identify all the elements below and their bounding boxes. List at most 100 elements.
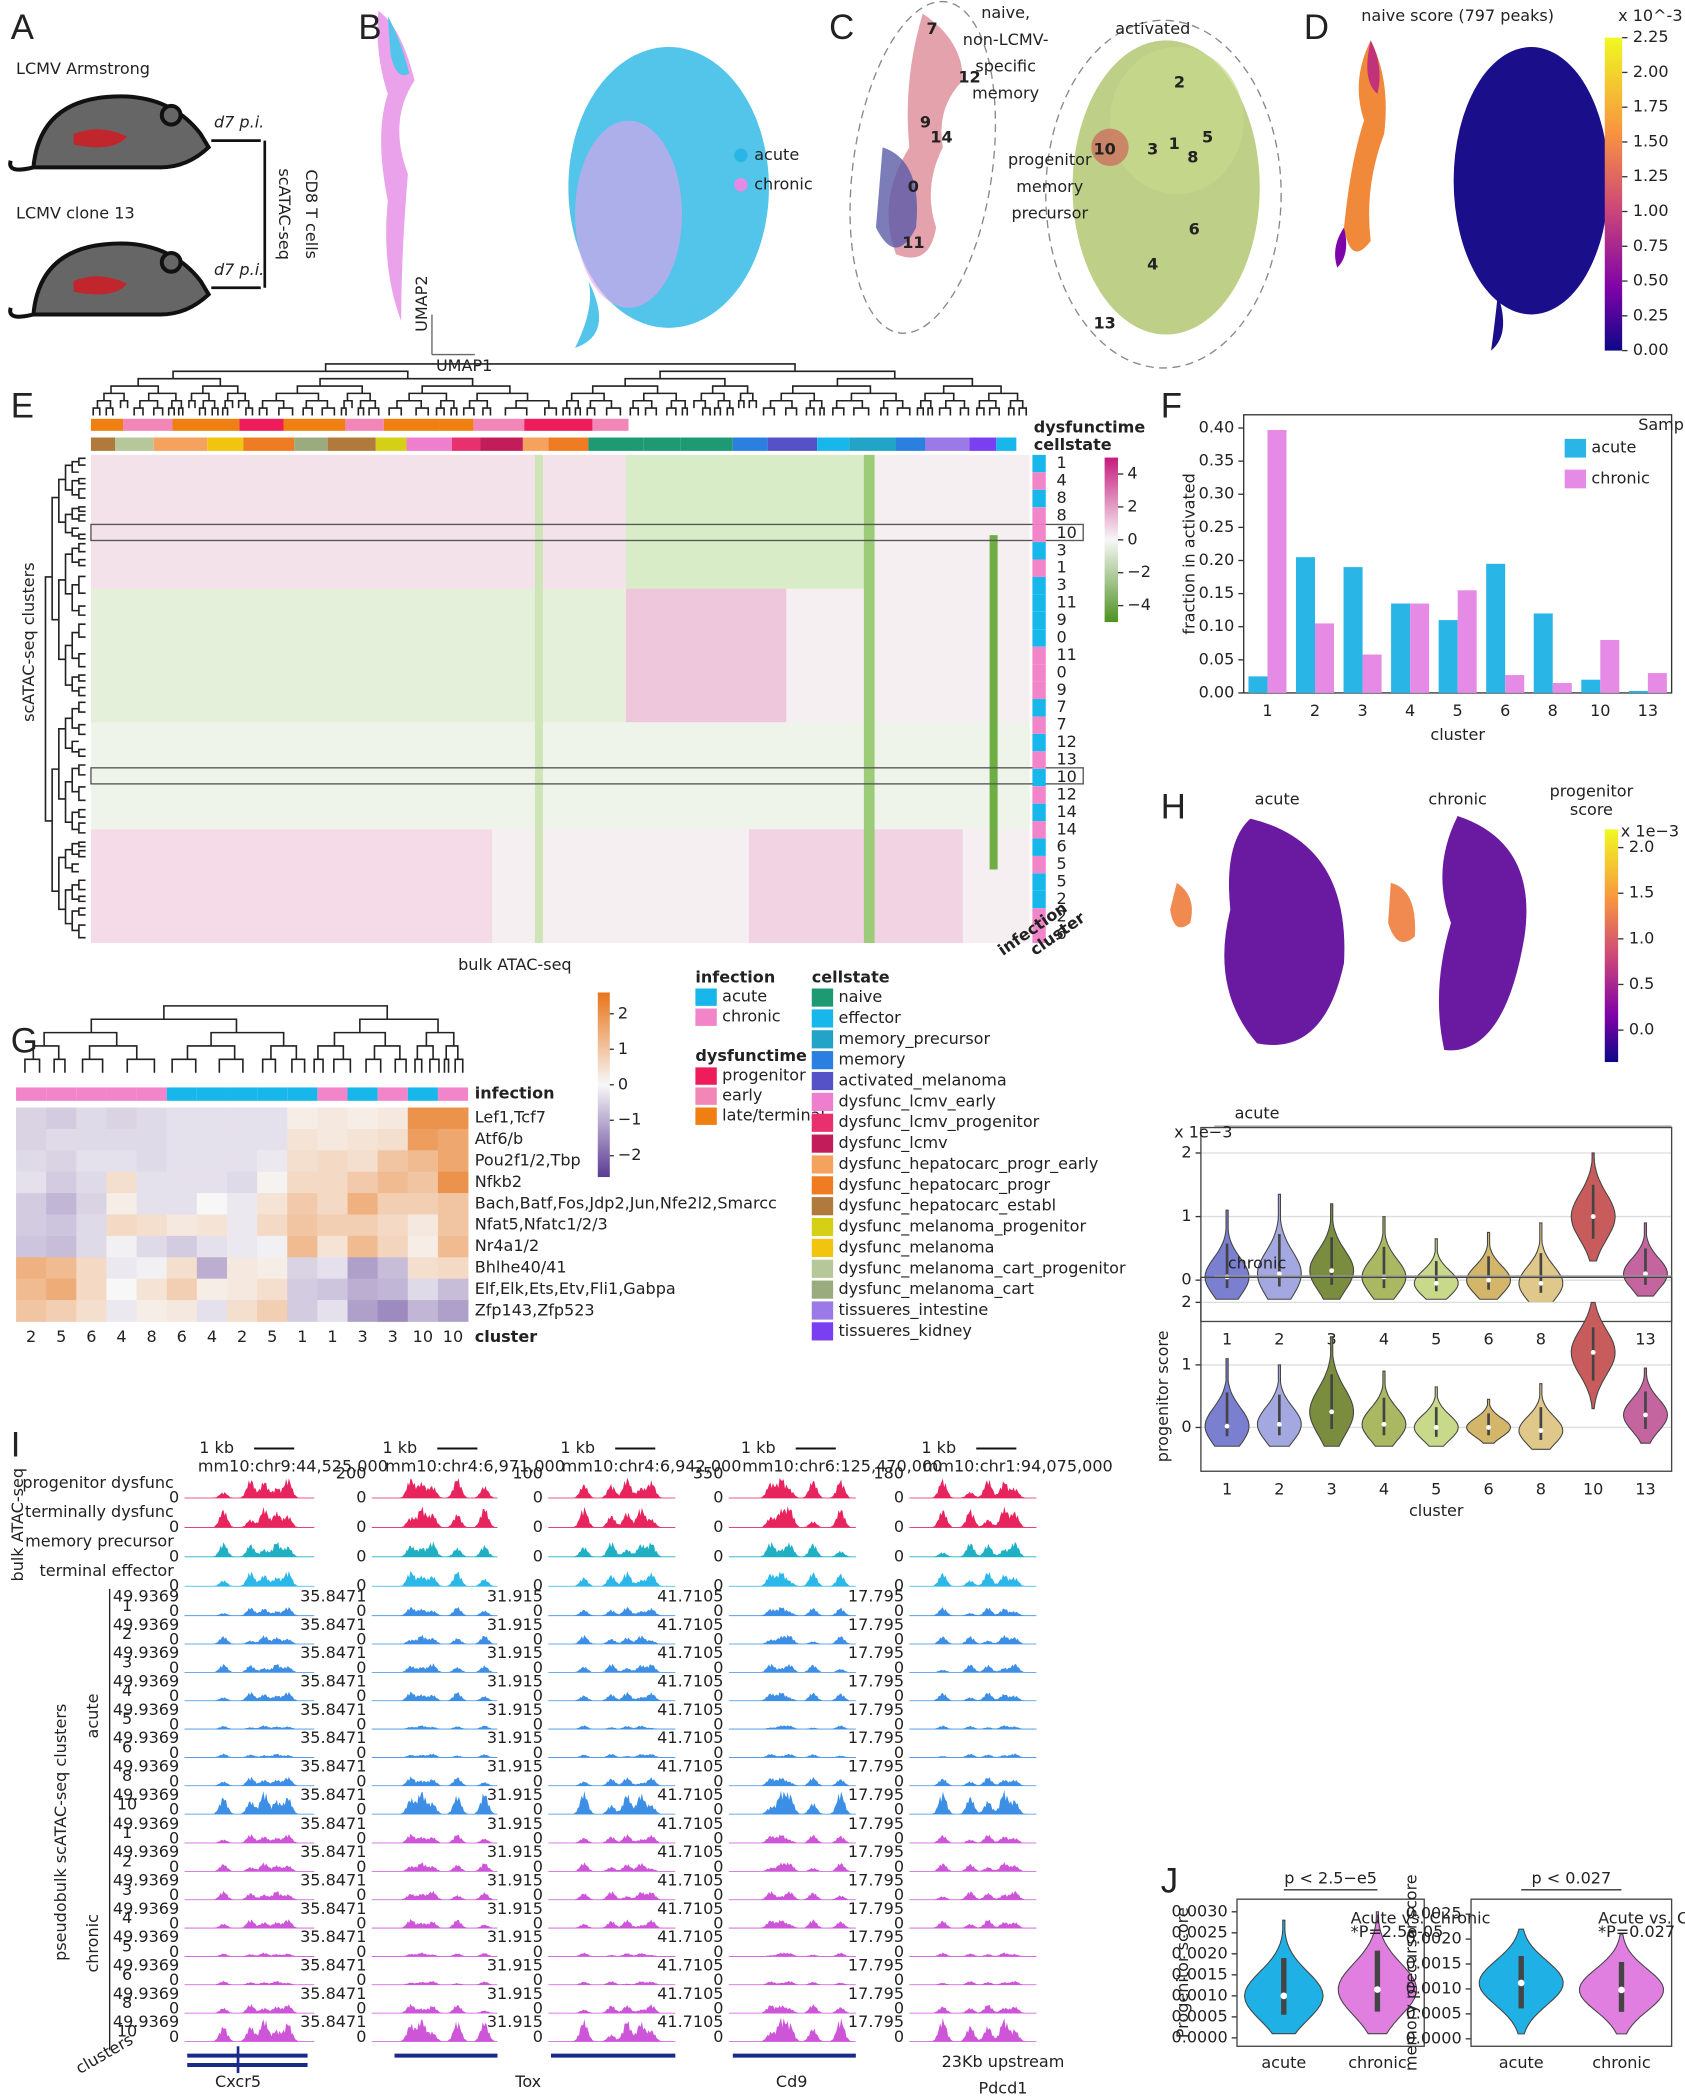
x-tick-label: 2 bbox=[1310, 701, 1320, 720]
track-scale: 0 bbox=[356, 1517, 366, 1536]
legend-label: chronic bbox=[754, 174, 812, 193]
signal-track bbox=[728, 1790, 856, 1815]
heatmap-cell bbox=[46, 1150, 77, 1173]
track-label: terminal effector bbox=[40, 1561, 175, 1580]
dendrogram bbox=[218, 1058, 244, 1073]
track-scale: 350 bbox=[693, 1463, 724, 1482]
heatmap-cell bbox=[46, 1235, 77, 1258]
track-scale: 0 bbox=[169, 1517, 179, 1536]
column-label: 10 bbox=[413, 1327, 433, 1346]
dendrogram bbox=[574, 407, 582, 416]
dendrogram bbox=[51, 496, 59, 621]
dendrogram bbox=[670, 399, 686, 409]
column-annotation bbox=[347, 1087, 378, 1101]
column-label: 2 bbox=[237, 1327, 247, 1346]
plot-title: chronic bbox=[1228, 1253, 1286, 1272]
dendrogram bbox=[482, 407, 492, 416]
row-label: Atf6/b bbox=[475, 1129, 523, 1148]
track-scale: 31.915 bbox=[487, 1927, 543, 1946]
track-scale: 41.7105 bbox=[657, 1842, 723, 1861]
track-scale: 0 bbox=[169, 1487, 179, 1506]
track-scale: 0 bbox=[713, 1487, 723, 1506]
dendrogram bbox=[785, 407, 798, 416]
legend-label: tissueres_kidney bbox=[838, 1321, 972, 1341]
colorbar-tick-label: 0.75 bbox=[1633, 236, 1669, 255]
annotation-bar bbox=[283, 418, 346, 431]
heatmap-cell bbox=[226, 1107, 258, 1130]
heatmap-cell bbox=[196, 1300, 228, 1322]
signal-track bbox=[548, 1542, 676, 1557]
condition: LCMV Armstrong bbox=[16, 59, 150, 78]
x-tick-label: 2 bbox=[1274, 1330, 1284, 1349]
axis-label: UMAP2 bbox=[412, 275, 431, 331]
heatmap-cell bbox=[317, 1214, 348, 1237]
heatmap-cell bbox=[76, 1214, 107, 1237]
x-tick-label: 6 bbox=[1483, 1479, 1493, 1498]
heatmap-cell bbox=[437, 1278, 469, 1301]
gene-label: Cxcr5 bbox=[215, 2072, 261, 2091]
row-label: 14 bbox=[1056, 802, 1076, 821]
heatmap-cell bbox=[46, 1214, 77, 1237]
heatmap-cell bbox=[407, 1214, 439, 1237]
signal-track bbox=[371, 1570, 498, 1587]
signal-track bbox=[728, 1506, 856, 1528]
row-annotation bbox=[1032, 699, 1046, 717]
heatmap-cell bbox=[76, 1107, 107, 1130]
dendrogram bbox=[468, 399, 489, 409]
y-tick-label: 0.0015 bbox=[1172, 1964, 1228, 1983]
signal-track bbox=[728, 1980, 856, 1985]
signal-track bbox=[371, 1753, 498, 1758]
dendrogram bbox=[58, 727, 66, 800]
row-annotation bbox=[1032, 733, 1046, 752]
row-label: 12 bbox=[1056, 732, 1076, 751]
annotation: precursor bbox=[1011, 204, 1088, 223]
track-scale: 0 bbox=[713, 1829, 723, 1848]
bar bbox=[1505, 675, 1525, 693]
row-label: 6 bbox=[1056, 837, 1066, 856]
track-label: memory precursor bbox=[25, 1532, 174, 1551]
dendrogram bbox=[226, 392, 246, 401]
dendrogram bbox=[927, 407, 934, 416]
axis-exponent: x 1e−3 bbox=[1174, 1122, 1232, 1141]
bar bbox=[1248, 676, 1268, 693]
track-scale: 49.9369 bbox=[113, 1586, 179, 1605]
x-tick-label: chronic bbox=[1592, 2053, 1650, 2072]
dendrogram bbox=[346, 392, 371, 401]
heatmap-cell bbox=[106, 1278, 137, 1301]
column-label: 5 bbox=[267, 1327, 277, 1346]
track-scale: 0 bbox=[533, 1743, 543, 1762]
dendrogram bbox=[976, 407, 985, 416]
track-scale: 41.7105 bbox=[657, 1672, 723, 1691]
column-label: 10 bbox=[443, 1327, 463, 1346]
heatmap-cell bbox=[287, 1193, 318, 1215]
cluster-label: 4 bbox=[122, 1681, 132, 1700]
heatmap-cell bbox=[407, 1107, 439, 1130]
legend-swatch bbox=[811, 1113, 834, 1132]
row-label: 13 bbox=[1056, 750, 1076, 769]
gene-label: 23Kb upstream bbox=[942, 2052, 1065, 2071]
plot-title: chronic bbox=[1428, 789, 1486, 808]
heatmap-cell bbox=[166, 1150, 198, 1173]
dendrogram bbox=[211, 407, 219, 416]
signal-track bbox=[548, 1790, 676, 1815]
dendrogram bbox=[850, 392, 897, 401]
dendrogram bbox=[945, 399, 966, 409]
dendrogram bbox=[245, 407, 254, 416]
dendrogram bbox=[959, 407, 970, 416]
signal-track bbox=[909, 1607, 1037, 1616]
scale-label: 1 kb bbox=[560, 1438, 595, 1457]
signal-track bbox=[728, 2017, 856, 2042]
dendrogram bbox=[51, 768, 59, 892]
heatmap-cell bbox=[16, 1171, 47, 1194]
colorbar-tick-label: −2 bbox=[1127, 562, 1151, 581]
group-label: acute bbox=[83, 1693, 102, 1738]
track-scale: 0 bbox=[356, 1771, 366, 1790]
heatmap-cell bbox=[257, 1235, 288, 1258]
heatmap-cell bbox=[136, 1193, 168, 1215]
signal-track bbox=[548, 1691, 676, 1701]
track-scale: 0 bbox=[894, 1743, 904, 1762]
dendrogram bbox=[726, 407, 734, 416]
annotation-bar bbox=[817, 437, 850, 451]
dendrogram bbox=[71, 547, 79, 563]
heatmap-cell bbox=[16, 1128, 47, 1151]
